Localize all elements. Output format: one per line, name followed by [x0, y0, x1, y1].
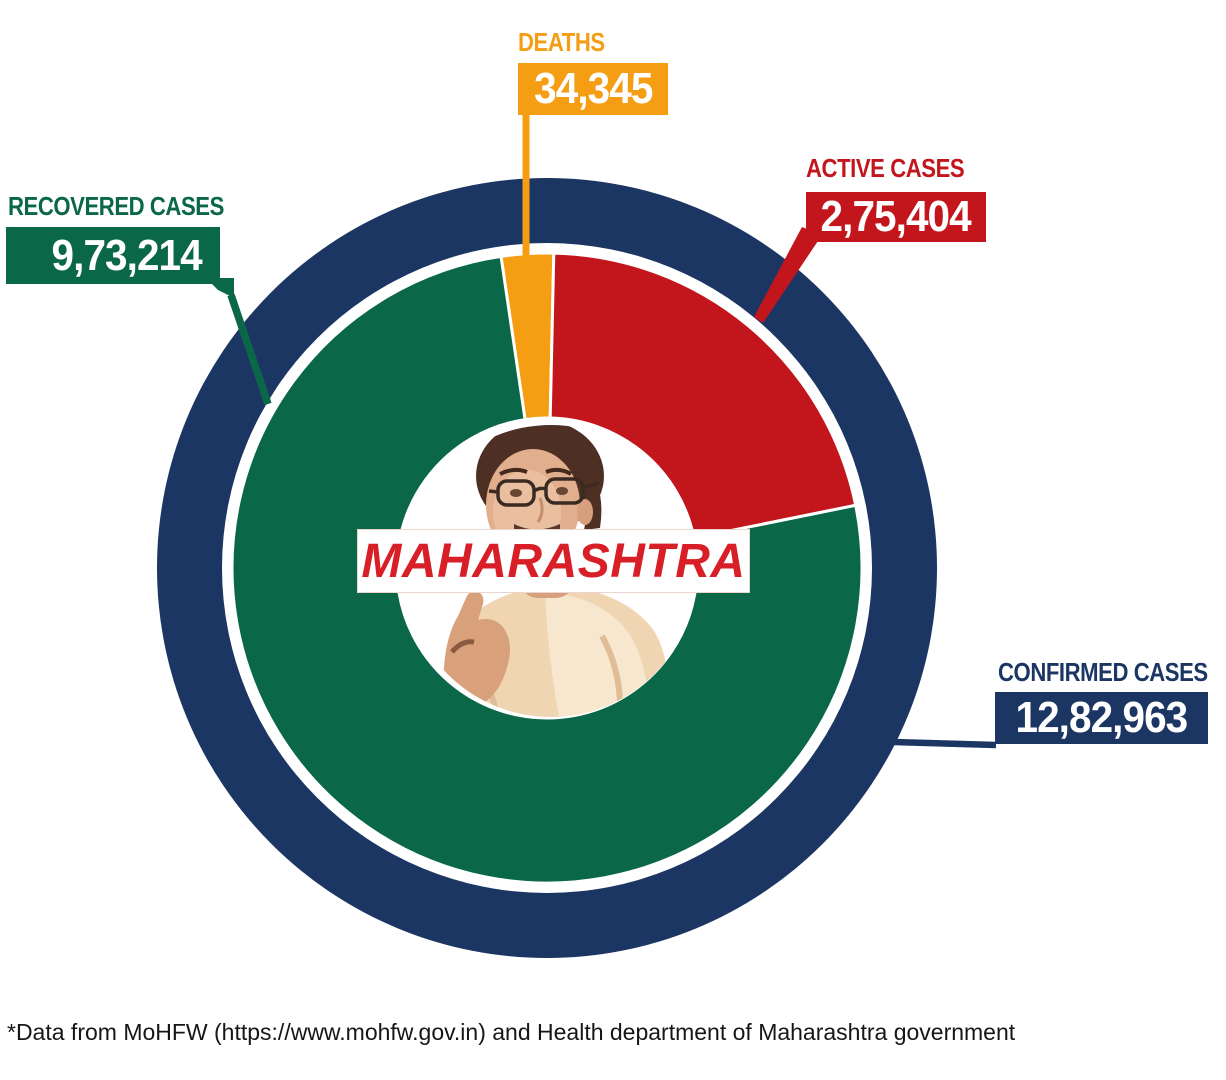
person-portrait — [436, 425, 672, 717]
active-cases-label: ACTIVE CASES — [806, 153, 965, 183]
active-cases-value-box: 2,75,404 — [806, 192, 986, 242]
active-cases-value: 2,75,404 — [820, 192, 972, 241]
deaths-value: 34,345 — [533, 64, 653, 113]
deaths-label: DEATHS — [518, 27, 605, 57]
maharashtra-banner-text: MAHARASHTRA — [361, 534, 746, 588]
recovered-leader-line — [227, 293, 272, 406]
active-leader-line — [754, 227, 822, 323]
portrait-nose — [536, 497, 544, 523]
deaths-value-box: 34,345 — [518, 63, 668, 115]
portrait-kurta-highlight — [545, 592, 650, 717]
recovered-cases-label: RECOVERED CASES — [8, 191, 224, 221]
portrait-hand — [443, 591, 510, 712]
recovered-cases-value-box: 9,73,214 — [6, 227, 220, 284]
portrait-eye-right — [556, 487, 568, 495]
portrait-eyebrows — [499, 467, 573, 476]
confirmed-cases-label: CONFIRMED CASES — [998, 657, 1208, 687]
portrait-hand-shadow — [450, 639, 475, 654]
portrait-eye-left — [510, 489, 522, 497]
donut-slices — [230, 251, 864, 885]
confirmed-cases-value: 12,82,963 — [1015, 693, 1189, 742]
portrait-glasses — [488, 477, 600, 507]
recovered-cases-value: 9,73,214 — [51, 230, 202, 280]
portrait-hair-side — [578, 466, 602, 530]
data-source-note: *Data from MoHFW (https://www.mohfw.gov.… — [7, 1019, 1016, 1045]
confirmed-leader-line — [856, 737, 997, 749]
maharashtra-banner: MAHARASHTRA — [357, 529, 750, 593]
portrait-ear — [577, 499, 593, 525]
confirmed-cases-value-box: 12,82,963 — [995, 692, 1208, 744]
